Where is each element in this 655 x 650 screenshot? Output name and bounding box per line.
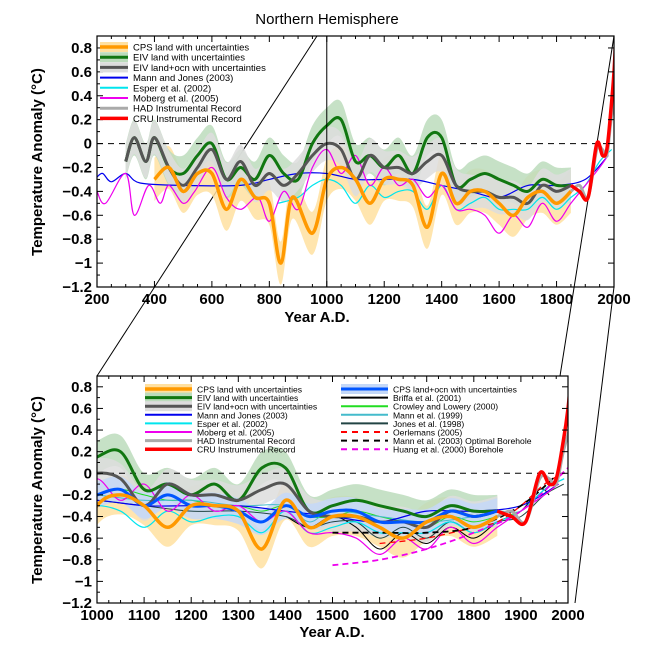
bottom-series-jones-et-al-1998: [97, 483, 565, 539]
top-x-tick-label: 1000: [310, 291, 343, 308]
bottom-legend-label: Huang et al. (2000) Borehole: [393, 445, 504, 455]
top-series-eiv-land-with-uncertainties: [124, 116, 571, 194]
bottom-legend-label: Oerlemans (2005): [393, 428, 462, 438]
zoom-connector-right-top: [559, 35, 615, 377]
top-x-tick-label: 1800: [540, 291, 573, 308]
bottom-legend-label: EIV land with uncertainties: [197, 393, 298, 403]
top-y-tick-label: −1: [75, 255, 92, 272]
bottom-legend-label: Crowley and Lowery (2000): [393, 402, 498, 412]
bottom-legend-label: Esper et al. (2002): [197, 419, 268, 429]
bottom-y-tick-label: −0.2: [62, 487, 92, 504]
bottom-x-tick-label: 1300: [222, 607, 255, 624]
bottom-series-eiv-land-with-uncertainties: [97, 448, 498, 519]
bottom-legend-label: EIV land+ocn with uncertainties: [197, 402, 317, 412]
top-x-tick-label: 200: [84, 291, 109, 308]
top-x-tick-label: 2000: [597, 291, 630, 308]
top-legend-label: CRU Instrumental Record: [133, 114, 242, 125]
bottom-x-tick-label: 1400: [269, 607, 302, 624]
top-x-axis-label: Year A.D.: [284, 309, 349, 326]
bottom-x-tick-label: 1700: [410, 607, 443, 624]
top-legend-label: EIV land with uncertainties: [133, 53, 245, 64]
bottom-legend-label: CPS land+ocn with uncertainties: [393, 385, 517, 395]
top-series-cru-instrumental-record: [569, 36, 614, 202]
top-legend-label: Moberg et al. (2005): [133, 94, 219, 105]
bottom-series-cru-instrumental-record: [496, 389, 568, 527]
top-legend-label: Esper et al. (2002): [133, 83, 211, 94]
top-data-area: [97, 36, 614, 285]
bottom-legend-label: Mann et al. (1999): [393, 410, 463, 420]
bottom-x-tick-label: 1000: [80, 607, 113, 624]
bottom-data-area: [97, 389, 568, 569]
bottom-x-tick-label: 1900: [504, 607, 537, 624]
bottom-plot: 1000 1100 1200 1300 1400 1500 1600 1700 1800 1900…: [62, 375, 585, 624]
top-y-tick-label: 0.2: [71, 112, 92, 129]
top-y-tick-label: 0.6: [71, 64, 92, 81]
bottom-y-tick-label: 0: [84, 465, 92, 482]
bottom-y-tick-label: −1: [75, 573, 92, 590]
top-x-tick-label: 1200: [368, 291, 401, 308]
bottom-legend-label: Mann et al. (2003) Optimal Borehole: [393, 436, 532, 446]
top-y-tick-label: 0.8: [71, 40, 92, 57]
top-x-tick-label: 600: [199, 291, 224, 308]
top-legend-label: Mann and Jones (2003): [133, 73, 233, 84]
top-legend-label: EIV land+ocn with uncertainties: [133, 63, 266, 74]
bottom-y-tick-label: −0.6: [62, 530, 92, 547]
bottom-series-oerlemans-2005: [379, 472, 564, 545]
top-y-tick-label: −0.4: [62, 183, 92, 200]
bottom-series-mann-and-jones-2003: [97, 483, 559, 523]
zoom-connector-left: [96, 35, 318, 377]
bottom-legend-label: HAD Instrumental Record: [197, 436, 295, 446]
bottom-y-tick-label: 0.4: [71, 422, 93, 439]
bottom-x-tick-label: 2000: [551, 607, 584, 624]
bottom-x-axis-label: Year A.D.: [299, 624, 364, 641]
bottom-x-tick-label: 1800: [457, 607, 490, 624]
bottom-y-tick-label: 0.8: [71, 379, 92, 396]
bottom-x-tick-label: 1600: [363, 607, 396, 624]
bottom-legend-label: CRU Instrumental Record: [197, 445, 296, 455]
top-x-tick-label: 1400: [425, 291, 458, 308]
top-legend-label: CPS land with uncertainties: [133, 43, 249, 54]
bottom-x-tick-label: 1500: [316, 607, 349, 624]
top-x-tick-label: 800: [257, 291, 282, 308]
zoom-connector-lines: [96, 35, 615, 604]
bottom-legend-label: Mann and Jones (2003): [197, 410, 288, 420]
figure-title: Northern Hemisphere: [255, 11, 398, 28]
bottom-y-tick-label: 0.2: [71, 444, 92, 461]
top-y-axis-label: Temperature Anomaly (°C): [29, 68, 46, 256]
top-y-tick-label: 0.4: [71, 88, 93, 105]
top-x-tick-label: 400: [142, 291, 167, 308]
bottom-legend-label: Moberg et al. (2005): [197, 428, 275, 438]
top-y-tick-label: −0.8: [62, 231, 92, 248]
bottom-series-mann-et-al-2003-optimal-borehole: [332, 472, 560, 534]
bottom-legend-label: Jones et al. (1998): [393, 419, 464, 429]
top-y-tick-label: −0.2: [62, 159, 92, 176]
top-legend-label: HAD Instrumental Record: [133, 104, 241, 115]
bottom-legend-label: CPS land with uncertainties: [197, 385, 302, 395]
bottom-y-tick-label: −0.4: [62, 509, 92, 526]
bottom-series-huang-et-al-2000-borehole: [332, 467, 568, 567]
bottom-y-tick-label: −0.8: [62, 552, 92, 569]
top-series-eiv-land-ocn-with-uncertainties: [124, 136, 572, 206]
bottom-legend-label: Briffa et al. (2001): [393, 393, 461, 403]
zoom-connector-right-bottom: [574, 286, 615, 604]
top-x-tick-label: 1600: [482, 291, 515, 308]
top-y-tick-label: −1.2: [62, 279, 92, 296]
top-y-tick-label: −0.6: [62, 207, 92, 224]
top-y-tick-label: 0: [84, 136, 92, 153]
bottom-x-tick-label: 1200: [175, 607, 208, 624]
top-series-cps-land-with-uncertainties: [153, 165, 573, 265]
bottom-y-tick-label: −1.2: [62, 595, 92, 612]
bottom-x-tick-label: 1100: [128, 607, 161, 624]
bottom-y-tick-label: 0.6: [71, 400, 92, 417]
bottom-y-axis-label: Temperature Anomaly (°C): [29, 396, 46, 584]
top-plot: 200 400 600 800 1000 1200 1400 1600 1800 2000 −1.2…: [62, 35, 631, 308]
bottom-series-cps-land-with-uncertainties: [97, 493, 499, 551]
